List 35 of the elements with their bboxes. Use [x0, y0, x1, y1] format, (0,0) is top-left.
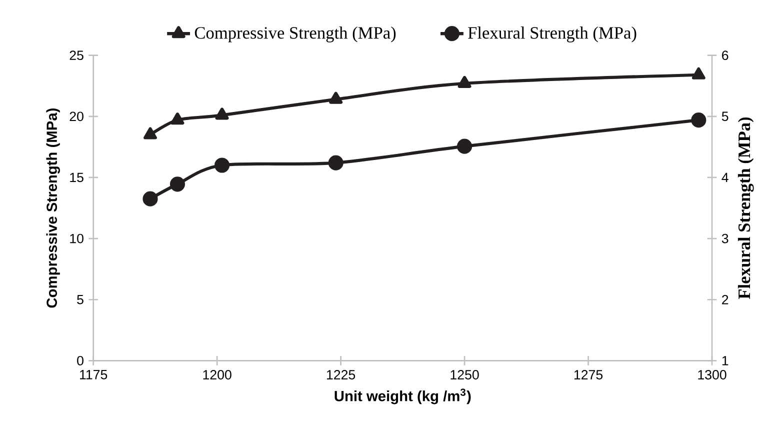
point	[214, 158, 230, 173]
point	[215, 108, 229, 120]
y2-axis-title: Flexural Strength (MPa)	[738, 117, 754, 300]
legend-label: Compressive Strength (MPa)	[194, 26, 396, 42]
y-tick-label: 10	[70, 234, 84, 244]
y-tick-label: 20	[70, 112, 84, 122]
y-axis-title: Compressive Strength (MPa)	[46, 108, 60, 308]
x-tick-label: 1275	[574, 370, 603, 380]
x-tick-label: 1225	[326, 370, 356, 380]
y2-tick-label: 2	[722, 294, 728, 304]
point	[458, 76, 472, 88]
y2-tick-label: 6	[722, 50, 728, 60]
y-tick-label: 25	[70, 50, 84, 60]
point	[692, 67, 706, 80]
y2-tick-label: 5	[722, 112, 728, 122]
point	[328, 155, 344, 170]
x-tick-label: 1300	[698, 370, 726, 380]
y-tick-label: 15	[70, 172, 84, 182]
y2-tick-label: 3	[722, 234, 728, 244]
x-tick-label: 1200	[203, 370, 232, 380]
point	[144, 127, 157, 140]
point	[691, 112, 706, 128]
point	[142, 191, 158, 206]
y2-tick-label: 4	[722, 172, 728, 182]
x-tick-label: 1175	[80, 370, 108, 380]
y-tick-label: 5	[77, 294, 84, 304]
point	[329, 92, 343, 104]
x-tick-label: 1250	[450, 370, 479, 380]
point	[457, 138, 472, 154]
y2-tick-label: 1	[722, 356, 728, 366]
y-tick-label: 0	[77, 356, 84, 366]
point	[170, 112, 184, 125]
legend-label: Flexural Strength (MPa)	[468, 26, 636, 42]
x-axis-title: Unit weight (kg /m$^{3}$)	[334, 388, 471, 404]
point	[170, 176, 186, 192]
